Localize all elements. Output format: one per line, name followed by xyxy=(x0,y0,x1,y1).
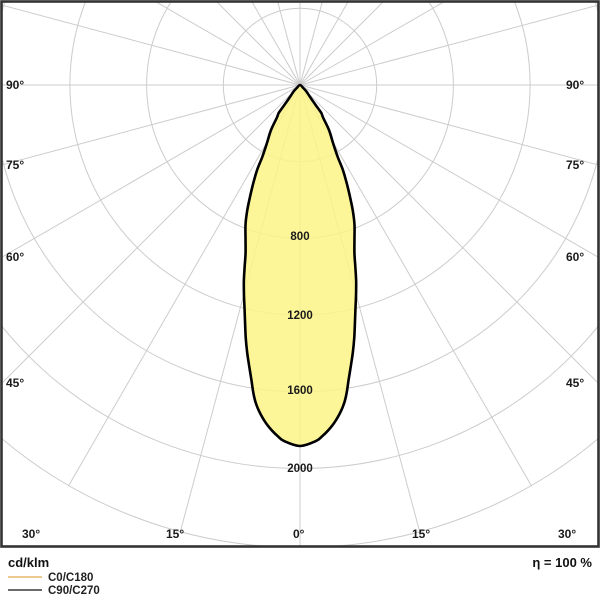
svg-text:1600: 1600 xyxy=(287,385,313,397)
svg-text:C90/C270: C90/C270 xyxy=(48,585,100,597)
svg-text:1200: 1200 xyxy=(287,310,313,322)
svg-text:60°: 60° xyxy=(566,250,584,264)
svg-text:45°: 45° xyxy=(566,376,584,390)
svg-text:15°: 15° xyxy=(412,527,430,541)
svg-text:90°: 90° xyxy=(566,78,584,92)
svg-text:60°: 60° xyxy=(6,250,24,264)
svg-text:η = 100 %: η = 100 % xyxy=(532,555,592,570)
svg-text:75°: 75° xyxy=(6,158,24,172)
svg-text:45°: 45° xyxy=(6,376,24,390)
svg-text:90°: 90° xyxy=(6,78,24,92)
svg-text:0°: 0° xyxy=(293,527,305,541)
svg-text:75°: 75° xyxy=(566,158,584,172)
svg-text:30°: 30° xyxy=(22,527,40,541)
svg-text:2000: 2000 xyxy=(287,463,313,475)
svg-text:30°: 30° xyxy=(558,527,576,541)
svg-text:15°: 15° xyxy=(166,527,184,541)
svg-text:cd/klm: cd/klm xyxy=(8,555,49,570)
svg-text:800: 800 xyxy=(290,231,309,243)
svg-text:C0/C180: C0/C180 xyxy=(48,572,93,584)
